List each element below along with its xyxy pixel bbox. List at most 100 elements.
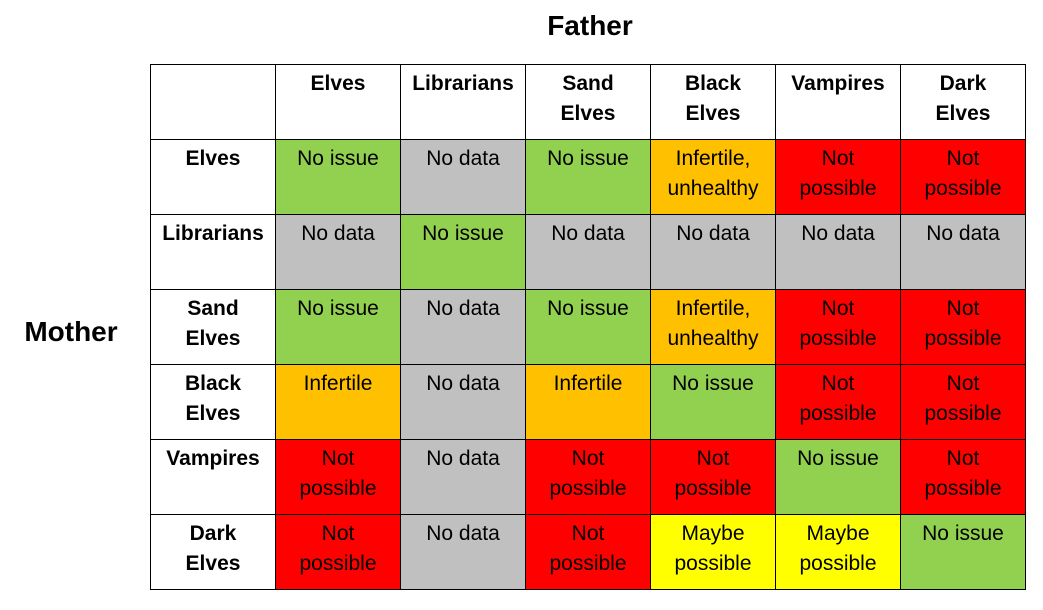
matrix-cell: Infertile xyxy=(275,364,401,440)
matrix-cell-text: Not possible xyxy=(924,297,1002,350)
matrix-cell: No issue xyxy=(775,439,901,515)
matrix-cell-text: No data xyxy=(676,222,750,245)
column-header-label: Black Elves xyxy=(684,72,742,125)
matrix-cell-text: No data xyxy=(551,222,625,245)
matrix-cell: Infertile, unhealthy xyxy=(650,139,776,215)
matrix-cell-text: No data xyxy=(426,147,500,170)
row-header-librarians: Librarians xyxy=(150,214,276,290)
matrix-cell: Not possible xyxy=(900,364,1026,440)
matrix-cell-text: Not possible xyxy=(799,147,877,200)
matrix-cell-text: Infertile xyxy=(553,372,623,395)
matrix-cell-text: Not possible xyxy=(549,522,627,575)
matrix-cell: Not possible xyxy=(775,289,901,365)
column-header-sand-elves: Sand Elves xyxy=(525,64,651,140)
matrix-cell-text: Maybe possible xyxy=(674,522,752,575)
corner-cell xyxy=(150,64,276,140)
matrix-cell: No data xyxy=(400,439,526,515)
matrix-cell: No issue xyxy=(400,214,526,290)
column-header-vampires: Vampires xyxy=(775,64,901,140)
matrix-cell-text: No issue xyxy=(297,297,379,320)
column-header-label: Librarians xyxy=(412,72,514,95)
matrix-cell: Not possible xyxy=(900,139,1026,215)
matrix-cell: No data xyxy=(400,514,526,590)
matrix-cell: No issue xyxy=(525,289,651,365)
column-header-label: Elves xyxy=(310,72,366,95)
row-header-label: Vampires xyxy=(166,447,260,470)
matrix-cell-text: No data xyxy=(926,222,1000,245)
matrix-cell: No data xyxy=(400,289,526,365)
matrix-cell: No data xyxy=(400,364,526,440)
matrix-cell: No data xyxy=(775,214,901,290)
matrix-cell-text: Not possible xyxy=(924,372,1002,425)
matrix-cell: Not possible xyxy=(650,439,776,515)
column-header-label: Sand Elves xyxy=(560,72,616,125)
matrix-cell: No data xyxy=(525,214,651,290)
matrix-cell-text: Not possible xyxy=(799,297,877,350)
matrix-cell: No issue xyxy=(650,364,776,440)
matrix-cell: No data xyxy=(900,214,1026,290)
matrix-cell-text: No data xyxy=(426,447,500,470)
row-header-elves: Elves xyxy=(150,139,276,215)
matrix-cell-text: No issue xyxy=(547,147,629,170)
matrix-cell: Maybe possible xyxy=(775,514,901,590)
column-header-black-elves: Black Elves xyxy=(650,64,776,140)
matrix-cell-text: No data xyxy=(426,372,500,395)
matrix-cell: Infertile xyxy=(525,364,651,440)
matrix-cell: Maybe possible xyxy=(650,514,776,590)
matrix-cell-text: Infertile, unhealthy xyxy=(667,297,759,350)
matrix-cell-text: Infertile xyxy=(303,372,373,395)
matrix-cell-text: Maybe possible xyxy=(799,522,877,575)
matrix-cell: Not possible xyxy=(525,439,651,515)
table-row: Dark Elves Not possible No data Not possibl… xyxy=(150,514,1026,590)
matrix-cell: Not possible xyxy=(275,439,401,515)
column-header-label: Vampires xyxy=(791,72,885,95)
matrix-cell: No data xyxy=(650,214,776,290)
matrix-cell: Not possible xyxy=(900,289,1026,365)
row-header-label: Librarians xyxy=(162,222,264,245)
matrix-cell: No data xyxy=(275,214,401,290)
matrix-cell-text: No data xyxy=(301,222,375,245)
matrix-cell-text: Infertile, unhealthy xyxy=(667,147,759,200)
row-header-label: Black Elves xyxy=(184,372,242,425)
row-header-vampires: Vampires xyxy=(150,439,276,515)
matrix-cell-text: Not possible xyxy=(924,147,1002,200)
compatibility-matrix: Elves Librarians Sand Elves Black Elves Vamp… xyxy=(150,64,1026,590)
matrix-cell: Not possible xyxy=(900,439,1026,515)
row-header-label: Dark Elves xyxy=(185,522,241,575)
row-header-label: Elves xyxy=(185,147,241,170)
matrix-cell: Not possible xyxy=(775,364,901,440)
column-header-dark-elves: Dark Elves xyxy=(900,64,1026,140)
matrix-cell: Not possible xyxy=(775,139,901,215)
header-row: Elves Librarians Sand Elves Black Elves Vamp… xyxy=(150,64,1026,140)
matrix-cell: No data xyxy=(400,139,526,215)
row-header-sand-elves: Sand Elves xyxy=(150,289,276,365)
row-header-black-elves: Black Elves xyxy=(150,364,276,440)
matrix-cell: Infertile, unhealthy xyxy=(650,289,776,365)
matrix-cell: Not possible xyxy=(525,514,651,590)
matrix-body: Elves Librarians Sand Elves Black Elves Vamp… xyxy=(150,64,1026,590)
table-row: Sand Elves No issue No data No issue Inferti… xyxy=(150,289,1026,365)
matrix-cell: No issue xyxy=(275,289,401,365)
column-header-label: Dark Elves xyxy=(935,72,991,125)
matrix-cell-text: Not possible xyxy=(924,447,1002,500)
row-header-label: Sand Elves xyxy=(185,297,241,350)
matrix-cell-text: No issue xyxy=(547,297,629,320)
matrix-cell: No issue xyxy=(275,139,401,215)
matrix-cell-text: Not possible xyxy=(799,372,877,425)
matrix-cell-text: No issue xyxy=(797,447,879,470)
table-row: Elves No issue No data No issue Infertile, u… xyxy=(150,139,1026,215)
table-row: Vampires Not possible No data Not possible N… xyxy=(150,439,1026,515)
father-axis-label: Father xyxy=(547,10,633,41)
matrix-cell-text: No data xyxy=(426,297,500,320)
matrix-cell-text: No data xyxy=(426,522,500,545)
matrix-cell-text: No issue xyxy=(422,222,504,245)
matrix-cell-text: No data xyxy=(801,222,875,245)
row-header-dark-elves: Dark Elves xyxy=(150,514,276,590)
column-header-librarians: Librarians xyxy=(400,64,526,140)
column-header-elves: Elves xyxy=(275,64,401,140)
matrix-cell-text: Not possible xyxy=(549,447,627,500)
matrix-cell-text: No issue xyxy=(297,147,379,170)
mother-axis-label: Mother xyxy=(24,316,118,347)
table-row: Black Elves Infertile No data Infertile No i… xyxy=(150,364,1026,440)
matrix-cell-text: Not possible xyxy=(299,522,377,575)
